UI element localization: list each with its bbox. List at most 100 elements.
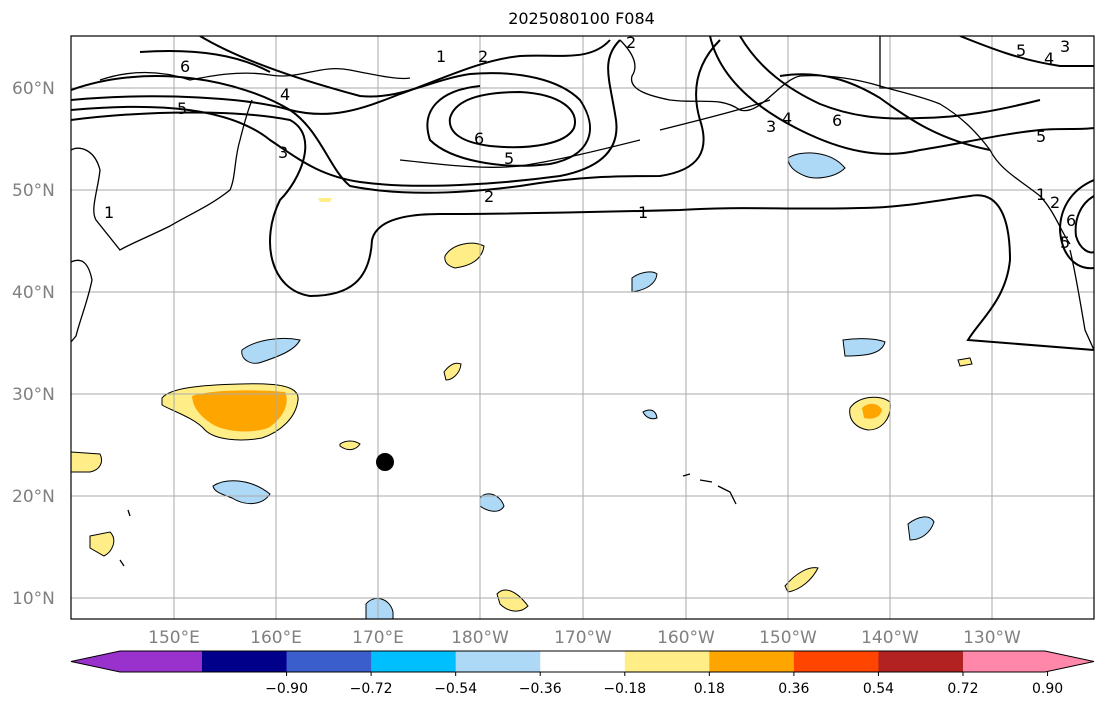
hawaii-islands bbox=[682, 473, 737, 505]
north-america-coast bbox=[1069, 249, 1094, 351]
negative-anomaly-area bbox=[631, 271, 658, 293]
colorbar-tick-label: −0.72 bbox=[350, 681, 393, 697]
map-title: 2025080100 F084 bbox=[508, 9, 655, 28]
lon-label: 180°W bbox=[451, 628, 509, 648]
colorbar-tick-label: −0.36 bbox=[519, 681, 562, 697]
shaded-fields bbox=[71, 152, 973, 619]
colorbar-segment bbox=[624, 651, 710, 672]
negative-anomaly-area bbox=[212, 480, 271, 504]
contour-label: 1 bbox=[436, 47, 446, 66]
positive-anomaly-area bbox=[443, 362, 462, 381]
contour-5 bbox=[448, 90, 577, 149]
colorbar-outline bbox=[70, 650, 1095, 673]
negative-anomaly-area bbox=[479, 493, 505, 512]
lon-label: 150°W bbox=[759, 628, 817, 648]
colorbar-segment bbox=[71, 651, 202, 672]
contour-3 bbox=[71, 39, 621, 187]
colorbar-segment bbox=[540, 651, 626, 672]
colorbar-segment bbox=[455, 651, 541, 672]
positive-anomaly-area bbox=[784, 567, 819, 593]
colorbar-tick-label: 0.72 bbox=[947, 681, 978, 697]
contour-label: 6 bbox=[832, 111, 842, 130]
positive-anomaly-area bbox=[89, 531, 115, 557]
contour-label: 4 bbox=[1044, 49, 1054, 68]
colorbar-segment bbox=[793, 651, 879, 672]
colorbar: −0.90 −0.72 −0.54 −0.36 −0.18 0.18 0.36 0.54 0.7… bbox=[70, 650, 1095, 697]
contour-13 bbox=[779, 73, 991, 151]
contour-label: 2 bbox=[626, 33, 636, 52]
contour-label: 2 bbox=[484, 187, 494, 206]
plot-border bbox=[70, 35, 1095, 620]
contour-label: 6 bbox=[474, 129, 484, 148]
positive-anomaly-area bbox=[444, 242, 485, 269]
contour-1 bbox=[71, 111, 1094, 351]
lon-label: 160°E bbox=[250, 628, 302, 648]
lat-label: 60°N bbox=[12, 79, 55, 99]
colorbar-segment bbox=[371, 651, 457, 672]
positive-anomaly-core bbox=[862, 403, 882, 419]
contours bbox=[71, 36, 1094, 351]
colorbar-segment bbox=[202, 651, 288, 672]
latitude-labels: 60°N 50°N 40°N 30°N 20°N 10°N bbox=[12, 79, 55, 609]
contour-label: 5 bbox=[504, 149, 514, 168]
bering-coast bbox=[99, 68, 411, 81]
negative-anomaly-area bbox=[907, 516, 935, 541]
lon-label: 130°W bbox=[963, 628, 1021, 648]
negative-anomaly-area bbox=[241, 337, 301, 364]
lat-label: 40°N bbox=[12, 283, 55, 303]
positive-anomaly-area bbox=[957, 357, 973, 367]
colorbar-segment bbox=[286, 651, 372, 672]
contour-9 bbox=[1058, 179, 1094, 270]
contour-label: 1 bbox=[1036, 185, 1046, 204]
contour-label: 3 bbox=[278, 143, 288, 162]
lon-label: 140°W bbox=[861, 628, 919, 648]
contour-label: 5 bbox=[1016, 41, 1026, 60]
contour-4 bbox=[199, 36, 591, 167]
contour-label: 6 bbox=[1066, 211, 1076, 230]
lat-label: 20°N bbox=[12, 487, 55, 507]
lat-label: 50°N bbox=[12, 181, 55, 201]
colorbar-tick-label: −0.90 bbox=[265, 681, 308, 697]
colorbar-segment bbox=[963, 651, 1094, 672]
negative-anomaly-area bbox=[365, 597, 394, 619]
contour-label: 1 bbox=[638, 203, 648, 222]
contour-label: 2 bbox=[478, 47, 488, 66]
contour-label: 5 bbox=[1060, 233, 1070, 252]
positive-anomaly-area bbox=[339, 440, 361, 451]
contour-label: 6 bbox=[180, 57, 190, 76]
negative-anomaly-area bbox=[842, 338, 886, 357]
colorbar-tick-label: 0.54 bbox=[863, 681, 894, 697]
graticule bbox=[71, 36, 1094, 619]
contour-8 bbox=[739, 36, 1041, 120]
contour-label: 1 bbox=[104, 203, 114, 222]
contour-7 bbox=[709, 36, 1094, 155]
contour-label: 5 bbox=[177, 99, 187, 118]
aleutian-chain bbox=[659, 99, 771, 131]
colorbar-segment bbox=[878, 651, 964, 672]
contour-label: 5 bbox=[1036, 127, 1046, 146]
lon-label: 150°E bbox=[148, 628, 200, 648]
colorbar-tick-label: −0.54 bbox=[434, 681, 477, 697]
colorbar-tick-label: 0.18 bbox=[694, 681, 725, 697]
positive-anomaly-core bbox=[192, 390, 287, 432]
colorbar-tick-label: −0.18 bbox=[603, 681, 646, 697]
lon-label: 170°E bbox=[352, 628, 404, 648]
colorbar-tick-label: 0.90 bbox=[1032, 681, 1063, 697]
longitude-labels: 150°E 160°E 170°E 180°W 170°W 160°W 150°… bbox=[148, 628, 1021, 648]
contour-2 bbox=[71, 39, 721, 194]
contour-label: 2 bbox=[1050, 193, 1060, 212]
small-islands bbox=[119, 509, 131, 567]
positive-anomaly-area bbox=[496, 589, 529, 612]
contour-12 bbox=[139, 49, 271, 73]
border-line bbox=[879, 36, 1094, 89]
asia-coast bbox=[71, 99, 253, 251]
contour-label: 3 bbox=[766, 117, 776, 136]
colorbar-tick-label: 0.36 bbox=[778, 681, 809, 697]
lat-label: 30°N bbox=[12, 385, 55, 405]
alaska-coast bbox=[619, 39, 1071, 245]
positive-anomaly-area bbox=[318, 198, 332, 202]
contour-label: 3 bbox=[1060, 37, 1070, 56]
colorbar-segment bbox=[709, 651, 795, 672]
lon-label: 170°W bbox=[554, 628, 612, 648]
negative-anomaly-area bbox=[787, 152, 846, 179]
